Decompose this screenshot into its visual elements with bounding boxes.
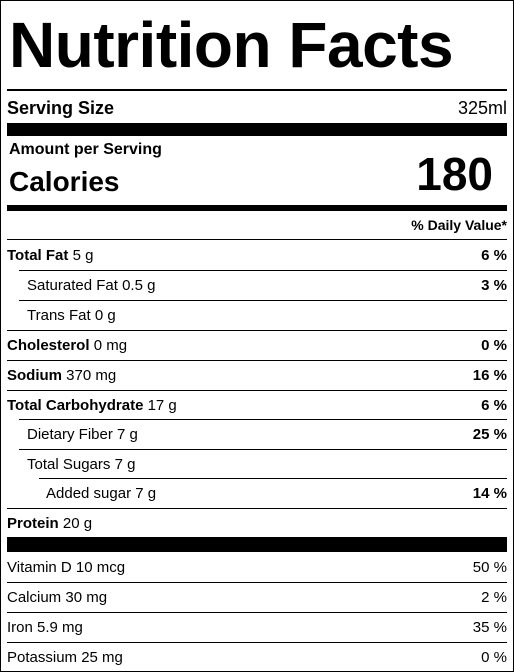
nutrient-name: Saturated Fat [27,277,118,294]
thick-divider [7,537,507,552]
divider [7,612,507,613]
vitamin-daily-value: 2 % [481,589,507,606]
nutrient-name: Cholesterol [7,337,90,354]
vitamin-daily-value: 0 % [481,648,507,666]
label-title: Nutrition Facts [9,9,454,81]
nutrient-amount: 7 g [135,485,157,502]
nutrient-name: Total Sugars [27,455,111,473]
vitamin-row-vitamin-d: Vitamin D 10 mcg 50 % [7,553,507,582]
amount-per-serving: Amount per Serving [9,141,162,158]
medium-divider [7,205,507,211]
nutrient-name: Total Carbohydrate [7,396,144,414]
serving-size-row: Serving Size 325ml [7,95,507,121]
vitamin-row-calcium: Calcium 30 mg 2 % [7,583,507,612]
nutrient-daily-value: 14 % [472,485,507,502]
nutrient-name: Dietary Fiber [27,426,113,443]
daily-value-header: % Daily Value* [411,217,507,233]
nutrient-amount: 7 g [117,426,138,443]
thick-divider [7,123,507,136]
nutrient-row-total-fat: Total Fat 5 g 6 % [7,241,507,270]
nutrient-name: Total Fat [7,247,69,264]
serving-size-value: 325ml [457,97,507,118]
nutrient-name: Trans Fat [27,307,91,324]
divider [19,270,507,271]
nutrient-row-total-carbohydrate: Total Carbohydrate 17 g 6 % [7,391,507,419]
nutrient-row-dietary-fiber: Dietary Fiber 7 g 25 % [27,420,507,449]
nutrient-row-cholesterol: Cholesterol 0 mg 0 % [7,331,507,360]
vitamin-daily-value: 50 % [472,559,507,576]
nutrient-daily-value: 25 % [472,426,507,443]
nutrient-amount: 0.5 g [122,277,156,294]
vitamin-name: Vitamin D [7,559,72,576]
nutrient-amount: 0 mg [93,337,128,354]
nutrient-row-added-sugar: Added sugar 7 g 14 % [46,479,507,508]
nutrient-row-protein: Protein 20 g [7,509,507,537]
nutrient-row-total-sugars: Total Sugars 7 g [27,450,507,478]
nutrient-row-sodium: Sodium 370 mg 16 % [7,361,507,390]
nutrient-daily-value: 3 % [481,277,507,294]
nutrient-daily-value: 6 % [481,396,507,414]
divider [7,360,507,361]
divider [39,478,507,479]
divider [7,582,507,583]
nutrient-amount: 370 mg [66,367,117,384]
vitamin-amount: 25 mg [81,648,123,666]
vitamin-row-iron: Iron 5.9 mg 35 % [7,613,507,642]
calories-value: 180 [416,148,493,200]
serving-size-label: Serving Size [7,97,115,118]
vitamin-row-potassium: Potassium 25 mg 0 % [7,643,507,671]
vitamin-amount: 10 mcg [75,559,126,576]
nutrient-amount: 0 g [94,307,116,324]
divider [7,239,507,240]
nutrient-amount: 20 g [62,514,93,532]
calories-label: Calories [9,166,120,197]
vitamin-daily-value: 35 % [472,619,507,636]
divider [7,330,507,331]
vitamin-name: Calcium [7,589,62,606]
nutrient-amount: 7 g [114,455,136,473]
nutrient-row-trans-fat: Trans Fat 0 g [27,301,507,330]
nutrient-amount: 17 g [147,396,177,414]
divider [7,390,507,391]
nutrient-daily-value: 0 % [481,337,507,354]
vitamin-name: Potassium [7,648,78,666]
nutrient-name: Added sugar [46,485,132,502]
divider [7,642,507,643]
vitamin-name: Iron [7,619,33,636]
vitamin-amount: 30 mg [65,589,108,606]
divider [7,508,507,509]
nutrient-daily-value: 6 % [481,247,507,264]
vitamin-amount: 5.9 mg [37,619,83,636]
nutrient-name: Protein [7,514,59,532]
nutrient-amount: 5 g [72,247,94,264]
nutrient-daily-value: 16 % [472,367,507,384]
nutrient-name: Sodium [7,367,62,384]
divider [7,89,507,91]
nutrient-row-saturated-fat: Saturated Fat 0.5 g 3 % [27,271,507,300]
divider [19,449,507,450]
divider [19,419,507,420]
divider [19,300,507,301]
